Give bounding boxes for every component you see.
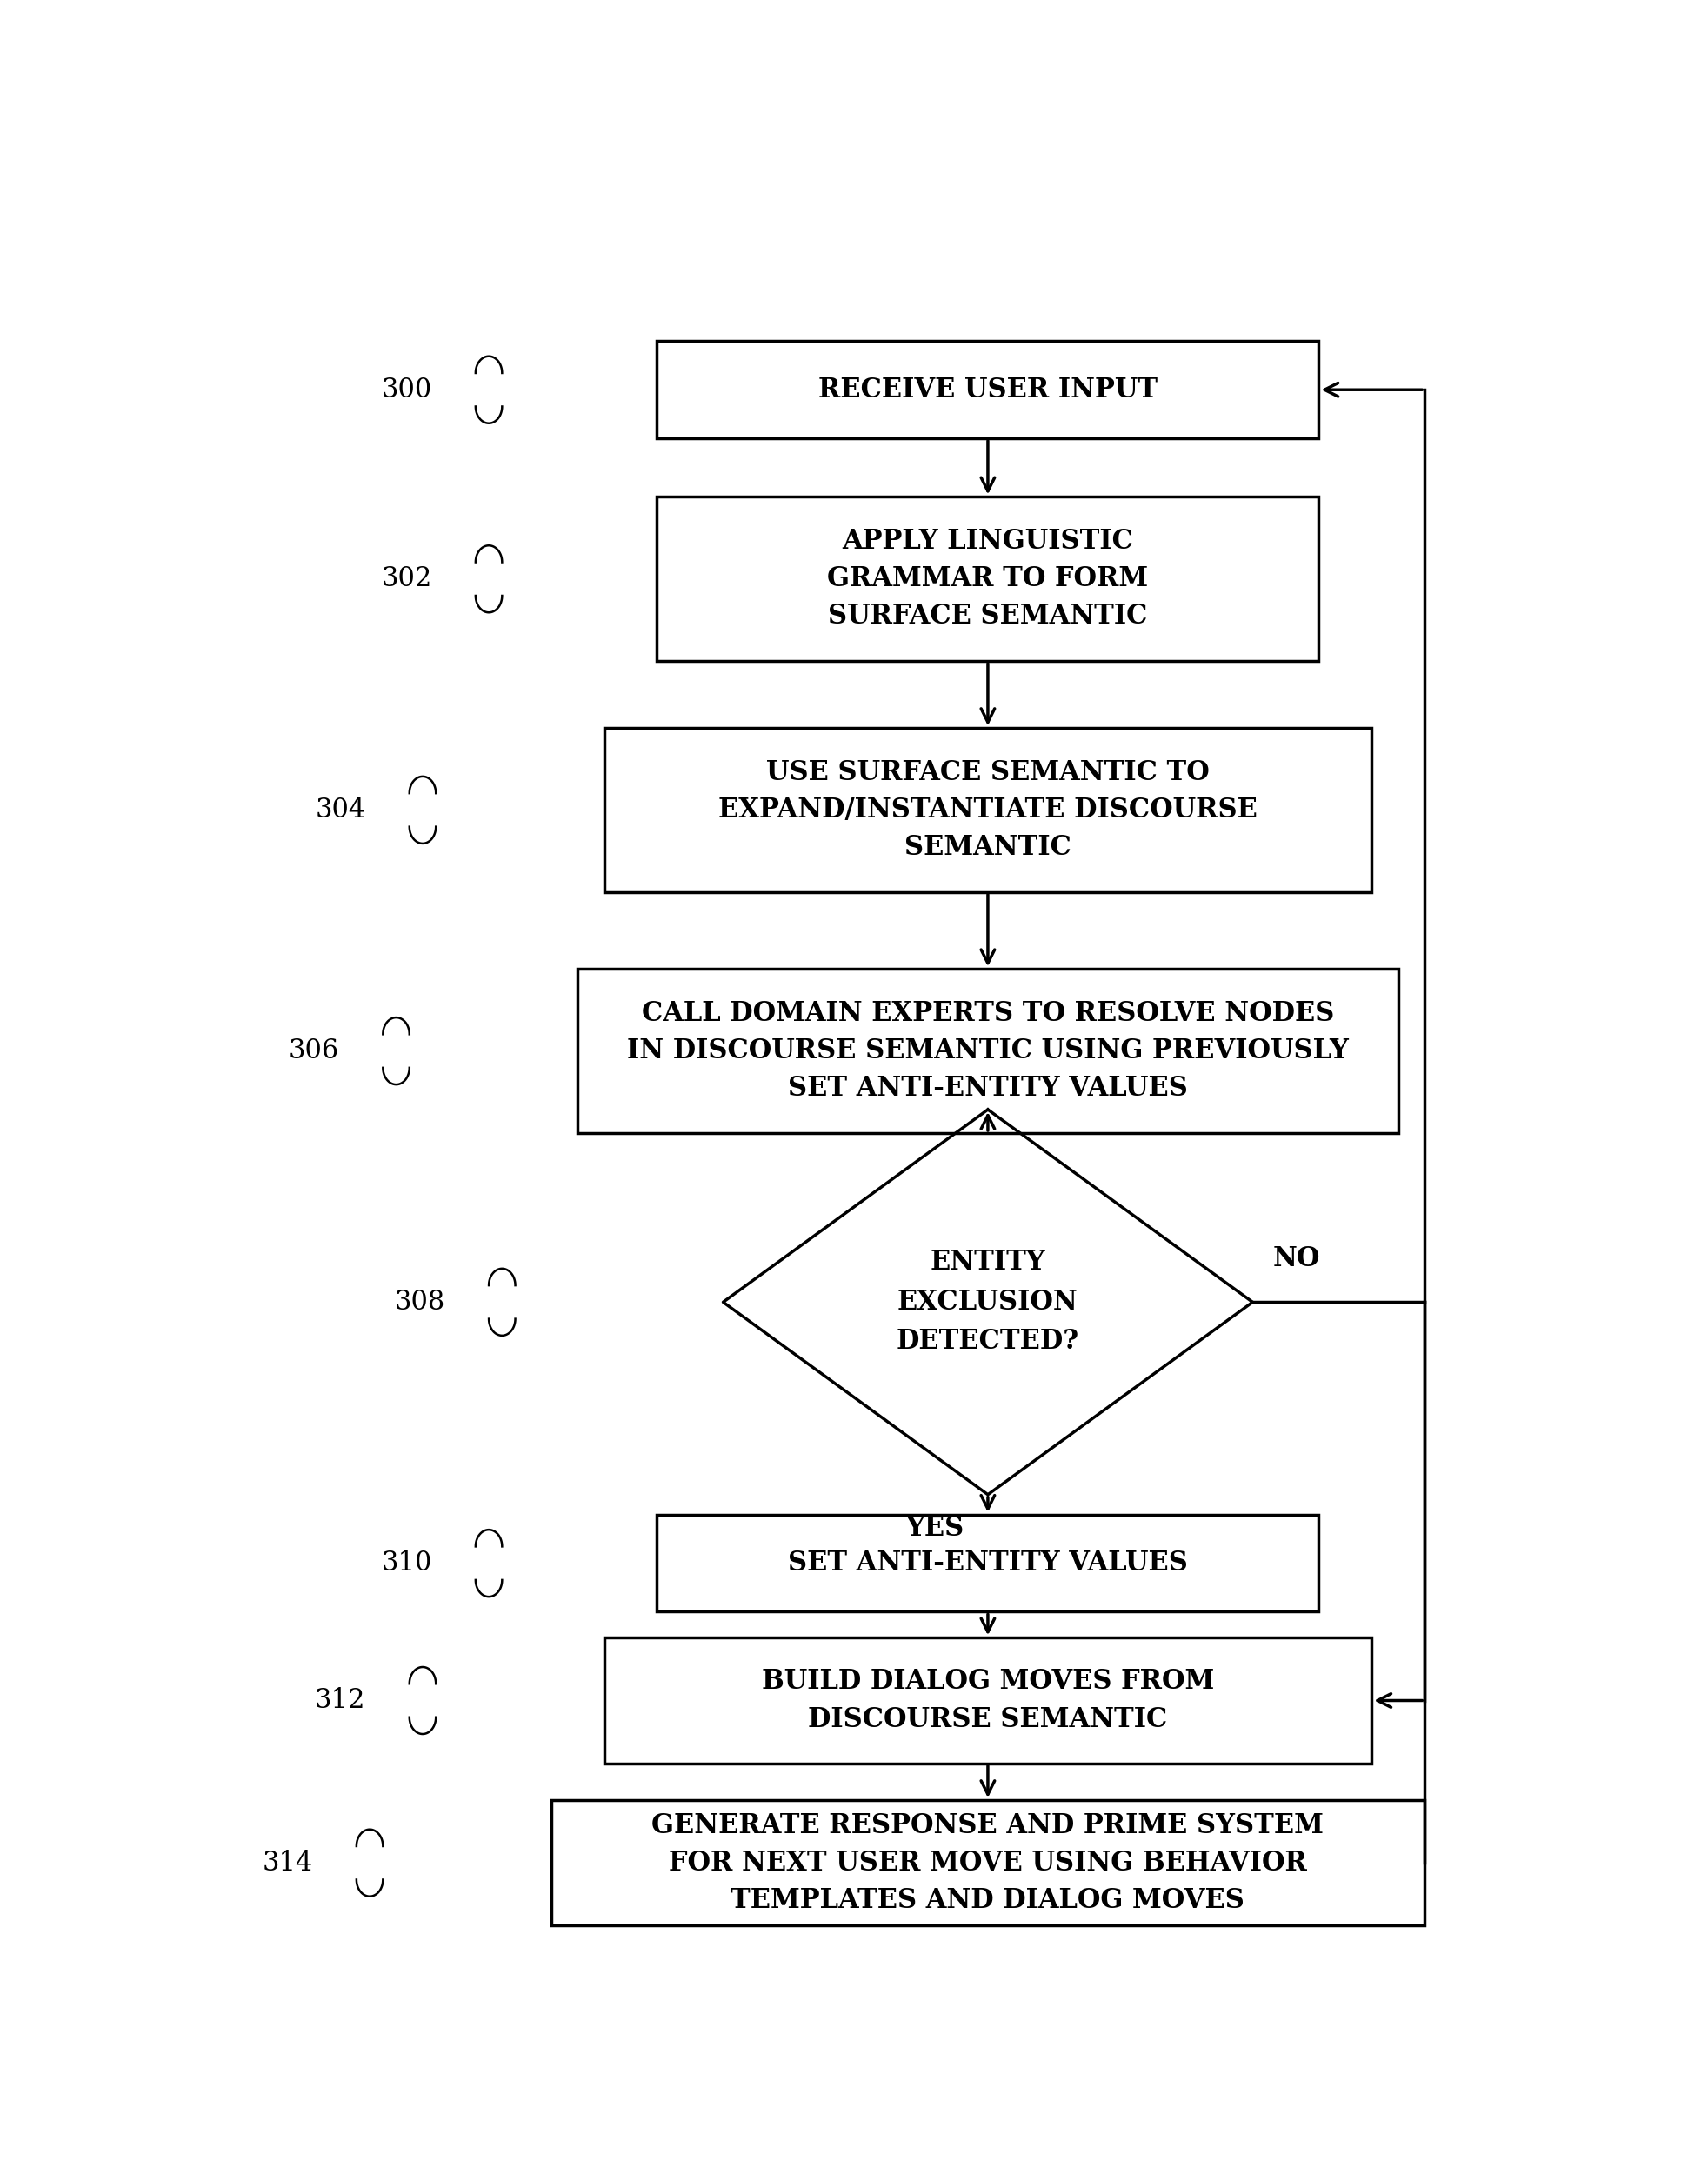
Text: 312: 312 [314, 1687, 366, 1713]
Text: APPLY LINGUISTIC
GRAMMAR TO FORM
SURFACE SEMANTIC: APPLY LINGUISTIC GRAMMAR TO FORM SURFACE… [827, 528, 1148, 630]
Text: RECEIVE USER INPUT: RECEIVE USER INPUT [818, 376, 1158, 402]
Text: NO: NO [1272, 1246, 1320, 1272]
Text: GENERATE RESPONSE AND PRIME SYSTEM
FOR NEXT USER MOVE USING BEHAVIOR
TEMPLATES A: GENERATE RESPONSE AND PRIME SYSTEM FOR N… [652, 1811, 1324, 1913]
FancyBboxPatch shape [658, 1515, 1319, 1611]
Text: USE SURFACE SEMANTIC TO
EXPAND/INSTANTIATE DISCOURSE
SEMANTIC: USE SURFACE SEMANTIC TO EXPAND/INSTANTIA… [719, 759, 1257, 861]
FancyBboxPatch shape [552, 1800, 1424, 1926]
Text: 308: 308 [395, 1289, 446, 1315]
FancyBboxPatch shape [658, 498, 1319, 661]
Text: ENTITY
EXCLUSION
DETECTED?: ENTITY EXCLUSION DETECTED? [897, 1250, 1079, 1354]
FancyBboxPatch shape [658, 341, 1319, 439]
Text: 314: 314 [261, 1850, 313, 1876]
Text: SET ANTI-ENTITY VALUES: SET ANTI-ENTITY VALUES [787, 1550, 1187, 1576]
Text: 306: 306 [289, 1037, 340, 1065]
Text: 304: 304 [316, 796, 366, 824]
Text: 310: 310 [381, 1550, 432, 1576]
Polygon shape [722, 1109, 1252, 1494]
Text: 300: 300 [381, 376, 432, 402]
Text: YES: YES [905, 1515, 963, 1541]
FancyBboxPatch shape [605, 728, 1372, 891]
Text: BUILD DIALOG MOVES FROM
DISCOURSE SEMANTIC: BUILD DIALOG MOVES FROM DISCOURSE SEMANT… [762, 1667, 1214, 1733]
Text: 302: 302 [381, 565, 432, 591]
FancyBboxPatch shape [577, 970, 1399, 1133]
FancyBboxPatch shape [605, 1637, 1372, 1763]
Text: CALL DOMAIN EXPERTS TO RESOLVE NODES
IN DISCOURSE SEMANTIC USING PREVIOUSLY
SET : CALL DOMAIN EXPERTS TO RESOLVE NODES IN … [627, 1000, 1349, 1102]
